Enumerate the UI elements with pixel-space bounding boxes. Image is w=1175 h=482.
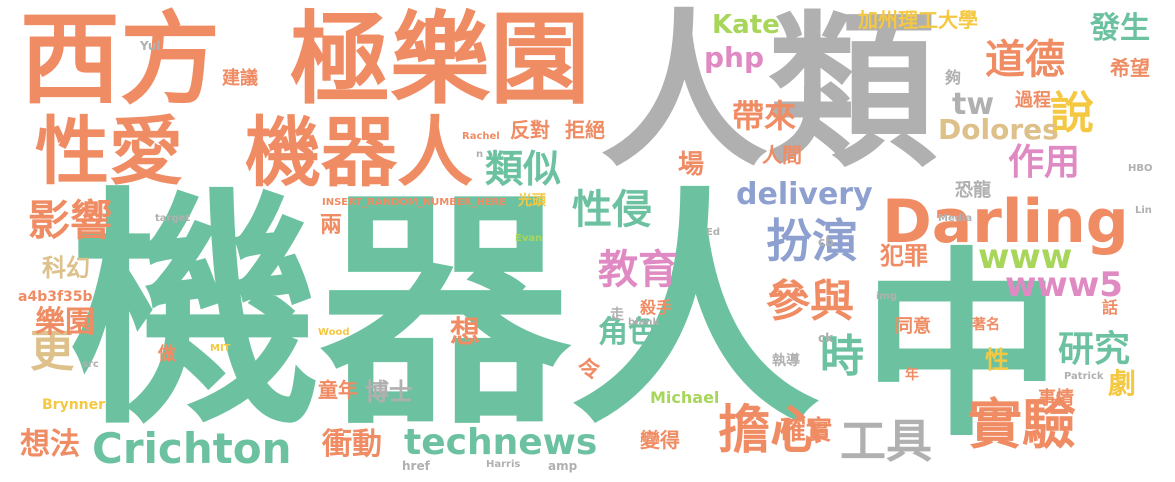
word: 事情	[1038, 388, 1074, 409]
word: Kate	[712, 10, 780, 40]
word: 夠	[945, 68, 962, 87]
word: 加州理工大學	[858, 8, 978, 32]
word: 科幻	[42, 254, 90, 282]
word: Rachel	[462, 131, 500, 142]
word: 拒絕	[565, 118, 605, 142]
word: 實驗	[968, 393, 1076, 456]
word: href	[402, 459, 430, 473]
word: 兩	[320, 213, 343, 238]
word: 樂園	[35, 305, 95, 340]
word: Media	[938, 213, 973, 224]
word: 性愛	[35, 109, 183, 195]
word: 參與	[766, 276, 854, 327]
word: 殺手	[640, 298, 673, 317]
word: 同意	[895, 316, 931, 337]
word: 過程	[1015, 90, 1051, 111]
word: 走	[610, 307, 624, 323]
word: 話	[1102, 298, 1119, 317]
word: 發生	[1090, 11, 1150, 46]
word: Darling	[882, 187, 1129, 257]
word: 人類	[600, 0, 936, 190]
word: 類似	[485, 147, 562, 191]
word: 建議	[222, 68, 258, 89]
word: ck	[818, 331, 834, 345]
word: 變得	[640, 428, 680, 452]
word: 角色	[598, 315, 658, 350]
word: 性侵	[572, 187, 652, 233]
word: 執導	[772, 353, 800, 369]
word: tw	[952, 87, 995, 122]
word: Wood	[318, 327, 350, 338]
word: MIT	[210, 343, 231, 354]
word: www	[978, 237, 1073, 277]
word: www5	[1005, 265, 1123, 305]
word: Evan	[515, 233, 543, 244]
word: a4b3f35b	[18, 289, 93, 305]
word: cb	[818, 235, 834, 249]
word: blank	[628, 317, 660, 328]
word: Patrick	[1064, 371, 1104, 382]
word: 想法	[20, 427, 80, 462]
word: 場	[678, 150, 705, 180]
word: 更	[30, 326, 74, 377]
word: php	[704, 41, 765, 74]
word: Brynner	[42, 397, 106, 413]
word: Yul	[140, 39, 161, 53]
word: target	[155, 213, 191, 224]
word: 研究	[1058, 329, 1131, 370]
word: img	[876, 291, 898, 302]
word: 童年	[318, 378, 358, 402]
word: 著名	[972, 317, 1000, 333]
word: HBO	[1128, 163, 1153, 174]
word: 道德	[985, 37, 1065, 83]
word: 工具	[840, 414, 932, 468]
word: Dolores	[938, 113, 1059, 146]
word: Ed	[706, 227, 720, 238]
word: 扮演	[766, 214, 858, 268]
word: 中	[862, 231, 1063, 464]
word: 西方	[20, 1, 220, 118]
word: 作用	[1008, 142, 1081, 183]
word: 年	[905, 367, 919, 383]
word: amp	[548, 459, 578, 473]
word: 犯罪	[880, 242, 928, 270]
word: 博士	[365, 378, 413, 406]
word: 希望	[1110, 56, 1150, 80]
word: 性	[985, 346, 1009, 374]
word: 令	[578, 358, 601, 383]
word: 確實	[780, 416, 833, 446]
word: 機器人	[245, 108, 473, 197]
word: 教育	[598, 247, 678, 293]
word: delivery	[736, 177, 873, 212]
word: 極樂園	[290, 1, 590, 118]
word: 擔心	[718, 401, 823, 461]
word: 說	[1050, 88, 1094, 139]
word: 機器人	[70, 167, 820, 458]
word: 反對	[510, 118, 550, 142]
word: Lin	[1135, 205, 1152, 216]
word: 做	[158, 344, 176, 365]
word: 劇	[1108, 367, 1137, 400]
word: Harris	[486, 459, 521, 470]
word: 人間	[762, 143, 802, 167]
word: 衝動	[322, 427, 382, 462]
word: Lab	[632, 131, 653, 142]
word: n	[476, 149, 484, 160]
word: 影響	[28, 196, 113, 245]
word: 帶來	[732, 97, 797, 135]
word: INSERT_RANDOM_NUMBER_HERE	[322, 197, 507, 208]
word: src	[82, 359, 99, 370]
word: 想	[450, 315, 480, 350]
word: 時	[820, 331, 864, 382]
word: 恐龍	[955, 180, 991, 201]
word: technews	[404, 422, 598, 463]
word: Crichton	[92, 424, 292, 473]
word: Michael	[650, 388, 720, 407]
word: 光頭	[518, 193, 546, 209]
